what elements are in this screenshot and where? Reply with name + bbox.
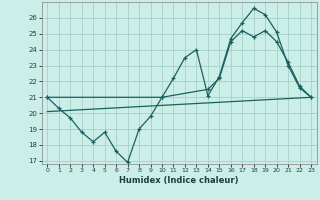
X-axis label: Humidex (Indice chaleur): Humidex (Indice chaleur) xyxy=(119,176,239,185)
